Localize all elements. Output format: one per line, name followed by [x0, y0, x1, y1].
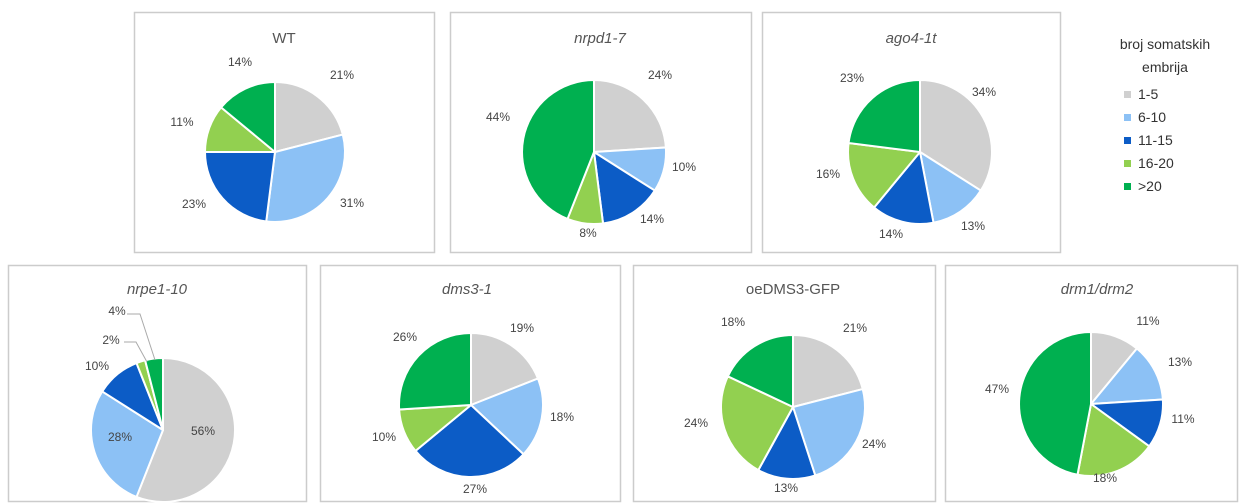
- pie-slice-11-15: [593, 151, 656, 225]
- pie-slice-gt20: [220, 81, 276, 153]
- data-label: 23%: [182, 197, 206, 211]
- legend-title: embrija: [1142, 59, 1188, 75]
- pie-slice-gt20: [726, 334, 794, 408]
- legend-marker: [1124, 114, 1131, 121]
- data-label: 14%: [228, 55, 252, 69]
- pie-chart-5: dms3-1 19% 18% 27% 10% 26%: [372, 281, 574, 496]
- pie-slice-1-5: [470, 332, 539, 406]
- data-label: 10%: [85, 359, 109, 373]
- legend-label: 11-15: [1138, 132, 1173, 148]
- data-label: 27%: [463, 482, 487, 496]
- chart-title: oeDMS3-GFP: [746, 281, 840, 298]
- pie-chart-2: nrpd1-7 24% 10% 14% 8% 44%: [486, 30, 696, 240]
- legend: broj somatskih embrija 1-5 6-10 11-15 16-20 >2…: [1120, 36, 1210, 194]
- pie-chart-3: ago4-1t 34% 13% 14% 16% 23%: [816, 30, 996, 241]
- pie-chart-7: drm1/drm2 11% 13% 11% 18% 47%: [985, 281, 1195, 485]
- pie-slice-6-10: [90, 390, 164, 498]
- legend-label: 1-5: [1138, 86, 1158, 102]
- legend-label: 6-10: [1138, 109, 1166, 125]
- data-label: 44%: [486, 110, 510, 124]
- data-label: 2%: [102, 333, 120, 347]
- data-label: 24%: [684, 416, 708, 430]
- pie-slice-16-20: [720, 375, 794, 472]
- chart-title: dms3-1: [442, 281, 492, 298]
- pie-slice-6-10: [1090, 347, 1164, 405]
- pie-chart-4: nrpe1-10 56% 28% 10% 2% 4%: [85, 281, 237, 503]
- pie-slice-gt20: [144, 356, 164, 431]
- data-label: 18%: [1093, 471, 1117, 485]
- legend-marker: [1124, 183, 1131, 190]
- pie-slice-1-5: [135, 357, 237, 503]
- pie-slice-gt20: [1018, 331, 1092, 476]
- data-label: 28%: [108, 430, 132, 444]
- data-label: 16%: [816, 167, 840, 181]
- legend-title: broj somatskih: [1120, 36, 1210, 52]
- data-label: 11%: [1136, 314, 1159, 328]
- pie-slice-gt20: [521, 79, 595, 220]
- data-label: 13%: [1168, 355, 1192, 369]
- data-label: 18%: [550, 410, 574, 424]
- chart-title: WT: [272, 30, 295, 47]
- data-label: 47%: [985, 382, 1009, 396]
- data-label: 24%: [862, 437, 886, 451]
- pie-slice-1-5: [593, 79, 667, 153]
- leader-line: [127, 313, 156, 361]
- pie-slice-6-10: [265, 133, 346, 223]
- pie-slice-1-5: [792, 334, 864, 408]
- pie-slice-gt20: [398, 332, 472, 411]
- pie-chart-6: oeDMS3-GFP 21% 24% 13% 24% 18%: [684, 281, 886, 495]
- pie-slice-11-15: [414, 404, 525, 478]
- data-label: 23%: [840, 71, 864, 85]
- data-label: 24%: [648, 68, 672, 82]
- chart-title: nrpd1-7: [574, 30, 626, 47]
- pie-slice-11-15: [204, 151, 276, 223]
- data-label: 13%: [774, 481, 798, 495]
- pie-slice-gt20: [847, 79, 921, 153]
- data-label: 56%: [191, 424, 215, 438]
- data-label: 11%: [1171, 412, 1194, 426]
- chart-title: nrpe1-10: [127, 281, 188, 298]
- legend-marker: [1124, 160, 1131, 167]
- data-label: 21%: [843, 321, 867, 335]
- data-label: 10%: [672, 160, 696, 174]
- pie-slice-16-20: [1076, 403, 1151, 477]
- data-label: 34%: [972, 85, 996, 99]
- data-label: 18%: [721, 315, 745, 329]
- data-label: 31%: [340, 196, 364, 210]
- data-label: 8%: [579, 226, 597, 240]
- chart-title: ago4-1t: [886, 30, 938, 47]
- legend-marker: [1124, 91, 1131, 98]
- leader-line: [124, 341, 148, 363]
- pie-slice-16-20: [847, 141, 921, 209]
- data-label: 19%: [510, 321, 534, 335]
- pie-slice-1-5: [274, 81, 344, 153]
- legend-label: 16-20: [1138, 155, 1174, 171]
- pie-slice-6-10: [470, 377, 544, 456]
- data-label: 26%: [393, 330, 417, 344]
- pie-chart-1: WT 21% 31% 23% 11% 14%: [170, 30, 364, 223]
- data-label: 10%: [372, 430, 396, 444]
- data-label: 4%: [108, 304, 126, 318]
- pie-slice-6-10: [792, 388, 866, 477]
- chart-title: drm1/drm2: [1061, 281, 1134, 298]
- legend-label: >20: [1138, 178, 1162, 194]
- pie-slice-11-15: [873, 151, 935, 225]
- pie-slice-6-10: [919, 151, 982, 224]
- data-label: 13%: [961, 219, 985, 233]
- pie-slice-11-15: [757, 406, 817, 480]
- legend-marker: [1124, 137, 1131, 144]
- data-label: 11%: [170, 115, 193, 129]
- data-label: 14%: [879, 227, 903, 241]
- data-label: 21%: [330, 68, 354, 82]
- data-label: 14%: [640, 212, 664, 226]
